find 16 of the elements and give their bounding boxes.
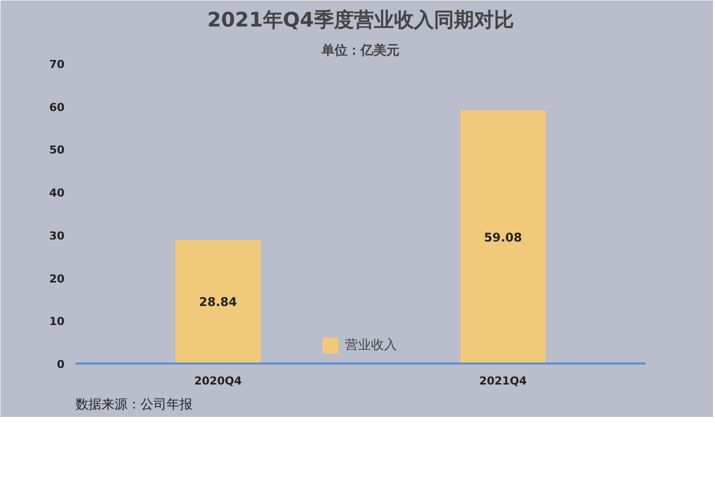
chart-title: 2021年Q4季度营业收入同期对比 [207, 8, 514, 32]
legend-label: 营业收入 [345, 337, 397, 354]
source-note: 数据来源：公司年报 [76, 398, 192, 412]
y-tick-label: 30 [49, 229, 65, 242]
y-tick-label: 70 [49, 58, 65, 71]
chart-subtitle: 单位：亿美元 [320, 42, 400, 58]
x-tick-label: 2020Q4 [194, 374, 242, 388]
x-tick-label: 2021Q4 [479, 374, 528, 388]
y-tick-label: 40 [49, 186, 65, 200]
y-tick-label: 0 [56, 358, 65, 371]
y-tick-label: 60 [49, 100, 65, 114]
data-label: 28.84 [199, 295, 237, 310]
data-label: 59.08 [484, 230, 522, 244]
y-tick-label: 50 [49, 144, 65, 157]
y-tick-label: 10 [49, 315, 65, 328]
y-tick-label: 20 [49, 272, 65, 286]
